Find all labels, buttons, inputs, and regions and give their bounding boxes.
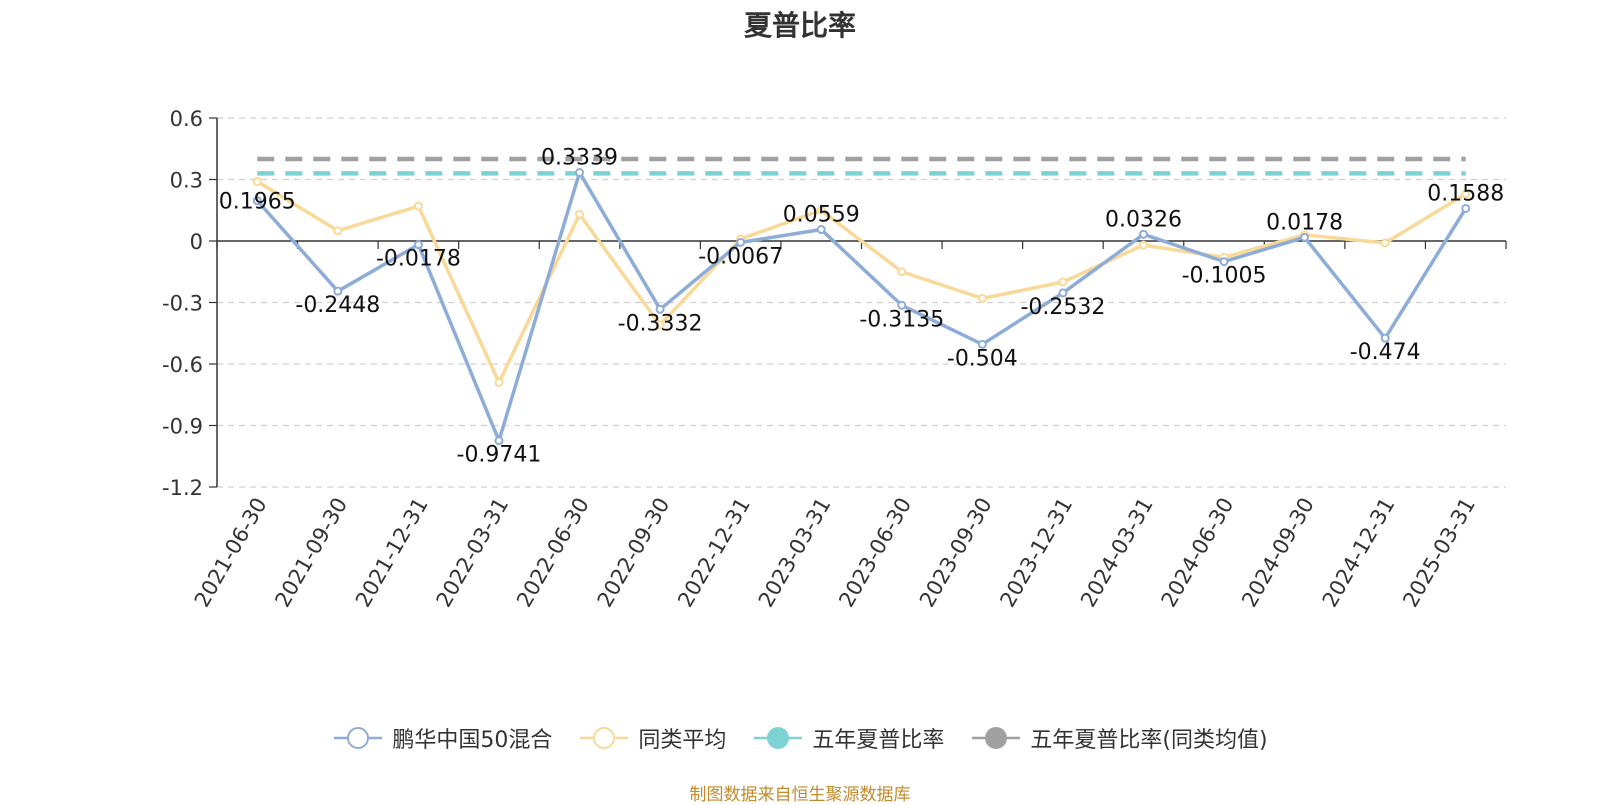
data-point-0: [1380, 333, 1390, 343]
y-tick-label: 0.3: [170, 169, 203, 193]
data-point-0: [494, 436, 504, 446]
legend-item[interactable]: 同类平均: [578, 722, 726, 754]
data-point-0: [575, 168, 585, 178]
x-tick-label: 2023-06-30: [834, 494, 916, 612]
data-point-1: [413, 201, 423, 211]
data-point-1: [816, 205, 826, 215]
data-label: 0.0559: [783, 203, 860, 228]
reference-lines: [257, 156, 1466, 176]
legend-label: 五年夏普比率: [812, 728, 945, 753]
x-tick-label: 2023-12-31: [995, 494, 1077, 612]
x-tick-label: 2024-03-31: [1076, 494, 1158, 612]
data-point-1: [1380, 238, 1390, 248]
data-point-1: [252, 177, 262, 187]
data-label: 0.1588: [1427, 181, 1504, 206]
legend-item[interactable]: 鹏华中国50混合: [332, 722, 552, 754]
data-label: -0.504: [947, 346, 1018, 371]
chart-title: 夏普比率: [743, 9, 856, 42]
data-point-1: [333, 226, 343, 236]
y-tick-label: 0: [190, 230, 203, 254]
data-label: -0.0178: [376, 247, 461, 272]
data-point-0: [655, 304, 665, 314]
data-point-0: [252, 196, 262, 206]
x-tick-label: 2023-09-30: [915, 494, 997, 612]
data-point-0: [1219, 257, 1229, 267]
data-point-0: [333, 286, 343, 296]
data-point-0: [977, 339, 987, 349]
x-tick-label: 2022-06-30: [512, 494, 594, 612]
legend-marker-icon: [972, 727, 1021, 749]
legend: 鹏华中国50混合 同类平均 五年夏普比率 五年夏普比率(同类均值): [0, 722, 1600, 754]
data-label: 0.3339: [541, 146, 618, 171]
data-label: -0.2532: [1020, 295, 1105, 320]
series-lines: [252, 168, 1471, 446]
data-point-1: [1058, 277, 1068, 287]
data-point-1: [977, 293, 987, 303]
data-label: 0.0178: [1266, 210, 1343, 235]
legend-marker-icon: [334, 727, 383, 749]
data-point-0: [816, 225, 826, 235]
data-label: -0.474: [1350, 340, 1421, 365]
legend-label: 同类平均: [638, 728, 727, 753]
data-point-0: [1300, 232, 1310, 242]
data-label: -0.9741: [457, 443, 542, 468]
x-tick-label: 2022-09-30: [593, 494, 675, 612]
data-label: -0.2448: [295, 293, 380, 318]
x-tick-label: 2025-03-31: [1398, 494, 1480, 612]
data-point-1: [1461, 189, 1471, 199]
data-point-1: [655, 320, 665, 330]
data-label: -0.3332: [618, 311, 703, 336]
data-label: -0.1005: [1182, 264, 1267, 289]
grid-lines: [217, 117, 1506, 488]
x-tick-label: 2021-06-30: [190, 494, 272, 612]
y-tick-label: -0.6: [162, 353, 203, 377]
y-tick-label: -0.9: [162, 415, 203, 439]
data-label: 0.1965: [219, 190, 296, 215]
data-point-0: [897, 300, 907, 310]
x-tick-label: 2024-09-30: [1237, 494, 1319, 612]
x-tick-label: 2024-12-31: [1318, 494, 1400, 612]
series-line-1: [256, 180, 1467, 385]
x-tick-label: 2021-09-30: [270, 494, 352, 612]
x-tick-label: 2022-03-31: [431, 494, 513, 612]
series-line-0: [255, 170, 1468, 443]
data-point-1: [575, 209, 585, 219]
y-tick-label: -0.3: [162, 292, 203, 316]
data-point-1: [897, 267, 907, 277]
data-source-note: 制图数据来自恒生聚源数据库: [689, 785, 911, 805]
x-tick-label: 2024-06-30: [1157, 494, 1239, 612]
x-tick-label: 2021-12-31: [351, 494, 433, 612]
x-tick-label: 2022-12-31: [673, 494, 755, 612]
legend-marker-icon: [580, 727, 629, 749]
legend-label: 鹏华中国50混合: [392, 728, 553, 753]
axes: 0.6 0.3 0 -0.3 -0.6 -0.9 -1.22021-06-302021-09…: [162, 107, 1507, 612]
x-tick-label: 2023-03-31: [754, 494, 836, 612]
data-point-0: [1461, 203, 1471, 213]
data-point-0: [1138, 229, 1148, 239]
y-tick-label: 0.6: [170, 107, 203, 131]
data-point-1: [494, 377, 504, 387]
legend-item[interactable]: 五年夏普比率: [752, 722, 944, 754]
data-label: -0.0067: [698, 244, 783, 269]
data-point-0: [1058, 288, 1068, 298]
legend-label: 五年夏普比率(同类均值): [1030, 728, 1268, 753]
data-point-1: [1138, 240, 1148, 250]
legend-item[interactable]: 五年夏普比率(同类均值): [970, 722, 1268, 754]
y-tick-label: -1.2: [162, 476, 203, 500]
data-label: 0.0326: [1105, 207, 1182, 232]
data-labels: 0.1965 -0.2448 -0.0178 -0.9741 0.3339 -0.3332…: [219, 146, 1504, 468]
data-label: -0.3135: [859, 307, 944, 332]
data-point-0: [736, 237, 746, 247]
legend-marker-icon: [754, 727, 803, 749]
data-point-0: [413, 240, 423, 250]
